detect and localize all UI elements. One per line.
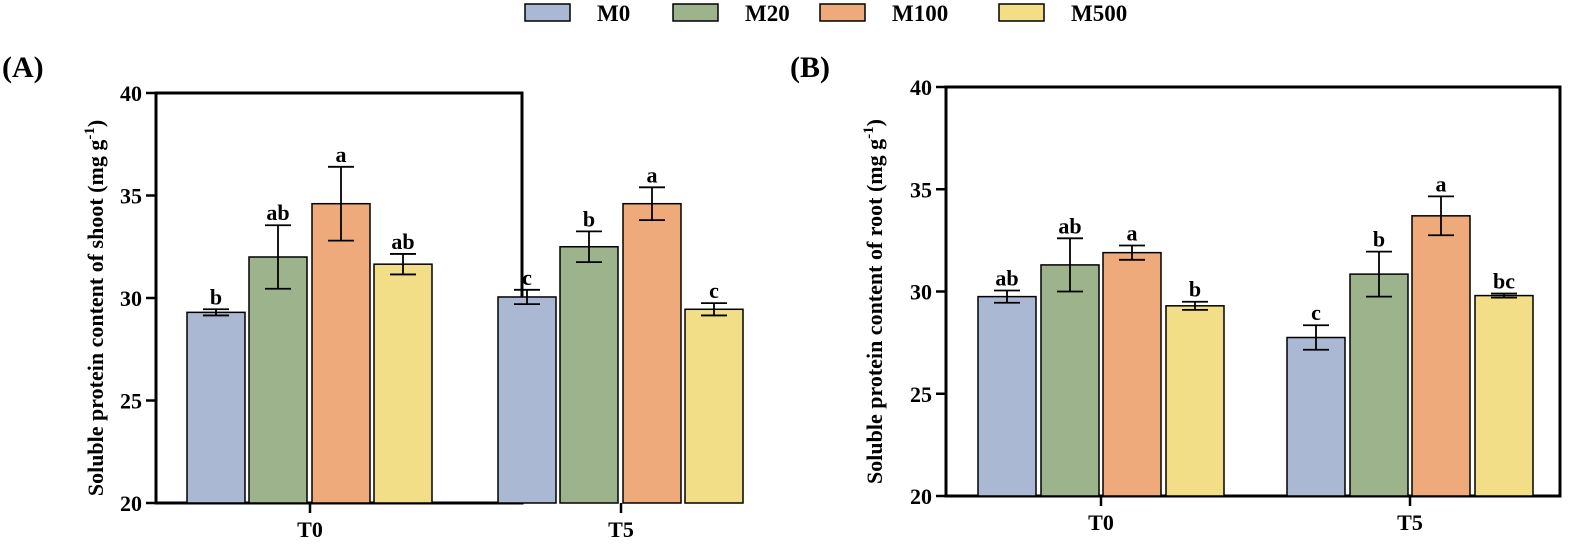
legend-swatch-m500	[998, 3, 1045, 22]
bar-m0-t5	[1286, 336, 1346, 497]
bar-m20-t5	[1349, 273, 1409, 497]
sig-letter-m500-t5: bc	[1493, 269, 1515, 294]
legend: M0 M20 M100 M500	[524, 1, 1127, 26]
panel-label: (B)	[790, 51, 830, 84]
sig-letter-m500-t0: ab	[391, 229, 414, 254]
y-tick-label-35: 35	[910, 177, 932, 202]
sig-letter-m20-t5: b	[583, 206, 595, 231]
y-axis-title-main: Soluble protein content of shoot (mg g	[83, 140, 108, 497]
y-axis-title-main: Soluble protein content of root (mg g	[862, 139, 887, 484]
sig-letter-m0-t5: c	[522, 265, 532, 290]
x-tick-label-t0: T0	[297, 517, 323, 542]
sig-letter-m0-t5: c	[1311, 300, 1321, 325]
bar-m100-t0	[1102, 251, 1162, 497]
bar-m100-t5	[1411, 215, 1471, 497]
y-tick-label-30: 30	[910, 280, 932, 305]
y-tick-label-25: 25	[120, 389, 142, 414]
sig-letter-m100-t0: a	[336, 142, 347, 167]
legend-label-m100: M100	[892, 1, 948, 26]
sig-letter-m0-t0: b	[210, 284, 222, 309]
bar-m20-t0	[1040, 264, 1100, 497]
bar-m500-t5	[1474, 294, 1534, 497]
x-tick-label-t0: T0	[1088, 510, 1114, 535]
y-tick-label-35: 35	[120, 184, 142, 209]
legend-swatch-m20	[672, 3, 719, 22]
panel-a: (A) 20 25 30 35 40 Soluble protein content of …	[2, 51, 744, 542]
bar-m500-t0	[1165, 305, 1225, 497]
y-axis-title-superscript: -1	[861, 126, 877, 139]
sig-letter-m20-t5: b	[1373, 227, 1385, 252]
panel-b: (B) 20 25 30 35 40 Soluble protein content of …	[790, 51, 1562, 535]
sig-letter-m20-t0: ab	[266, 200, 289, 225]
bar-m100-t0	[311, 202, 371, 504]
legend-label-m20: M20	[745, 1, 790, 26]
x-tick-label-t5: T5	[608, 517, 634, 542]
legend-swatch-m0	[524, 3, 571, 22]
y-tick-label-20: 20	[910, 484, 932, 509]
y-axis-title: Soluble protein content of root (mg g-1)	[861, 119, 887, 484]
bar-m20-t0	[248, 256, 308, 504]
y-tick-label-40: 40	[910, 75, 932, 100]
bar-m500-t5	[684, 308, 744, 504]
y-tick-label-30: 30	[120, 286, 142, 311]
x-tick-label-t5: T5	[1397, 510, 1423, 535]
bar-m0-t0	[186, 311, 246, 504]
legend-label-m0: M0	[597, 1, 630, 26]
bar-m100-t5	[622, 202, 682, 504]
y-axis-title: Soluble protein content of shoot (mg g-1…	[82, 120, 108, 496]
y-axis-title-superscript: -1	[82, 127, 98, 140]
sig-letter-m500-t0: b	[1189, 277, 1201, 302]
sig-letter-m100-t5: a	[647, 162, 658, 187]
bar-m0-t5	[497, 296, 557, 504]
y-axis-title-close: )	[862, 119, 887, 126]
y-tick-label-40: 40	[120, 81, 142, 106]
bar-m0-t0	[977, 295, 1037, 497]
legend-swatch-m100	[819, 3, 866, 22]
y-tick-label-20: 20	[120, 491, 142, 516]
sig-letter-m100-t5: a	[1436, 171, 1447, 196]
sig-letter-m20-t0: ab	[1058, 213, 1081, 238]
y-axis-title-close: )	[83, 120, 108, 127]
sig-letter-m500-t5: c	[709, 278, 719, 303]
y-tick-label-25: 25	[910, 382, 932, 407]
bar-m20-t5	[559, 246, 619, 504]
legend-label-m500: M500	[1071, 1, 1127, 26]
sig-letter-m0-t0: ab	[995, 265, 1018, 290]
panel-label: (A)	[2, 51, 44, 84]
sig-letter-m100-t0: a	[1127, 220, 1138, 245]
bar-m500-t0	[373, 263, 433, 504]
